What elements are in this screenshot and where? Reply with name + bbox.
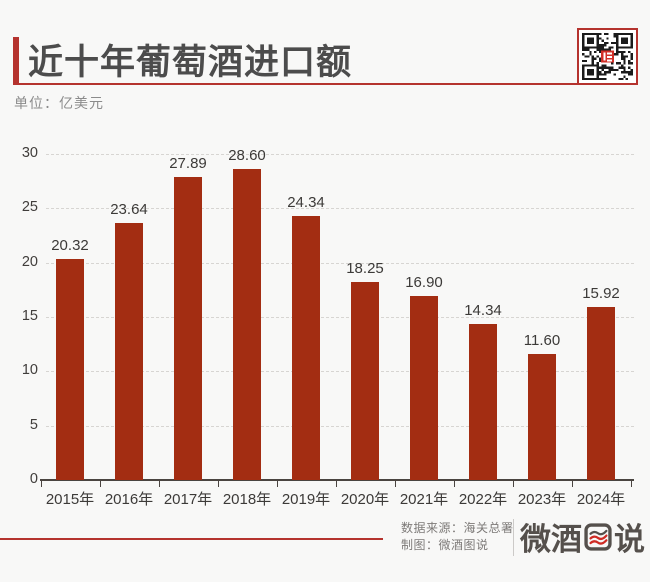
x-axis-line bbox=[40, 479, 634, 481]
y-tick-label: 20 bbox=[21, 253, 38, 270]
axis-tick bbox=[512, 481, 514, 487]
bar bbox=[174, 176, 202, 480]
bar-value-label: 16.90 bbox=[405, 274, 443, 292]
bar-value-label: 28.60 bbox=[228, 147, 266, 165]
footer-divider bbox=[513, 519, 514, 556]
bar-value-label: 14.34 bbox=[464, 302, 502, 320]
bar bbox=[115, 223, 143, 480]
bar bbox=[292, 215, 320, 480]
gridline bbox=[46, 208, 634, 210]
axis-tick bbox=[394, 481, 396, 487]
logo-tu-icon bbox=[584, 522, 612, 551]
axis-tick bbox=[217, 481, 219, 487]
axis-tick bbox=[630, 481, 632, 487]
x-tick-label: 2016年 bbox=[104, 491, 154, 508]
unit-label: 单位：亿美元 bbox=[14, 95, 104, 111]
y-tick-label: 5 bbox=[29, 416, 38, 433]
footer-rule bbox=[0, 538, 383, 540]
bar bbox=[587, 307, 615, 480]
x-tick-label: 2023年 bbox=[517, 491, 567, 508]
bar-value-label: 15.92 bbox=[582, 285, 620, 302]
y-tick-label: 30 bbox=[21, 145, 38, 161]
y-tick-label: 0 bbox=[29, 471, 38, 487]
logo-char-jiu: 酒 bbox=[551, 522, 582, 557]
y-tick-label: 10 bbox=[21, 362, 38, 379]
title-accent-bar bbox=[13, 37, 19, 84]
axis-tick bbox=[40, 481, 42, 487]
credit-label: 制图：微酒图说 bbox=[401, 538, 489, 552]
y-tick-label: 25 bbox=[21, 199, 38, 216]
bar bbox=[469, 324, 497, 480]
x-tick-label: 2015年 bbox=[45, 491, 95, 508]
x-tick-label: 2019年 bbox=[281, 491, 331, 508]
bar-value-label: 23.64 bbox=[110, 201, 148, 219]
bar-value-label: 18.25 bbox=[346, 259, 384, 277]
x-tick-label: 2017年 bbox=[163, 491, 213, 508]
bar-value-label: 20.32 bbox=[51, 237, 89, 255]
axis-tick bbox=[335, 481, 337, 487]
x-tick-label: 2024年 bbox=[576, 491, 626, 508]
bar bbox=[351, 281, 379, 480]
x-tick-label: 2022年 bbox=[458, 491, 508, 508]
bar bbox=[233, 169, 261, 480]
gridline bbox=[46, 317, 634, 318]
page-title: 近十年葡萄酒进口额 bbox=[28, 43, 353, 82]
logo-char-shuo: 说 bbox=[614, 522, 645, 557]
x-tick-label: 2021年 bbox=[399, 491, 449, 508]
credits: 数据来源：海关总署 制图：微酒图说 bbox=[401, 520, 514, 554]
qr-code bbox=[577, 28, 638, 85]
x-tick-label: 2020年 bbox=[340, 491, 390, 508]
bar-value-label: 27.89 bbox=[169, 154, 207, 172]
bar bbox=[528, 353, 556, 480]
axis-tick bbox=[99, 481, 101, 487]
logo: 微酒 说 bbox=[520, 514, 645, 559]
axis-tick bbox=[571, 481, 573, 487]
header-rule bbox=[13, 83, 636, 85]
bar-value-label: 24.34 bbox=[287, 193, 325, 211]
bar bbox=[56, 259, 84, 480]
gridline bbox=[46, 371, 634, 373]
gridline bbox=[46, 154, 634, 155]
axis-tick bbox=[158, 481, 160, 487]
bar-value-label: 11.60 bbox=[523, 331, 561, 349]
x-tick-label: 2018年 bbox=[222, 491, 272, 508]
gridline bbox=[46, 262, 634, 264]
qr-code-icon bbox=[582, 33, 633, 80]
gridline bbox=[46, 425, 634, 427]
bar bbox=[410, 296, 438, 480]
logo-char-wei: 微 bbox=[520, 522, 551, 557]
data-source-label: 数据来源：海关总署 bbox=[401, 521, 514, 535]
y-tick-label: 15 bbox=[21, 308, 38, 324]
axis-tick bbox=[276, 481, 278, 487]
axis-tick bbox=[453, 481, 455, 487]
